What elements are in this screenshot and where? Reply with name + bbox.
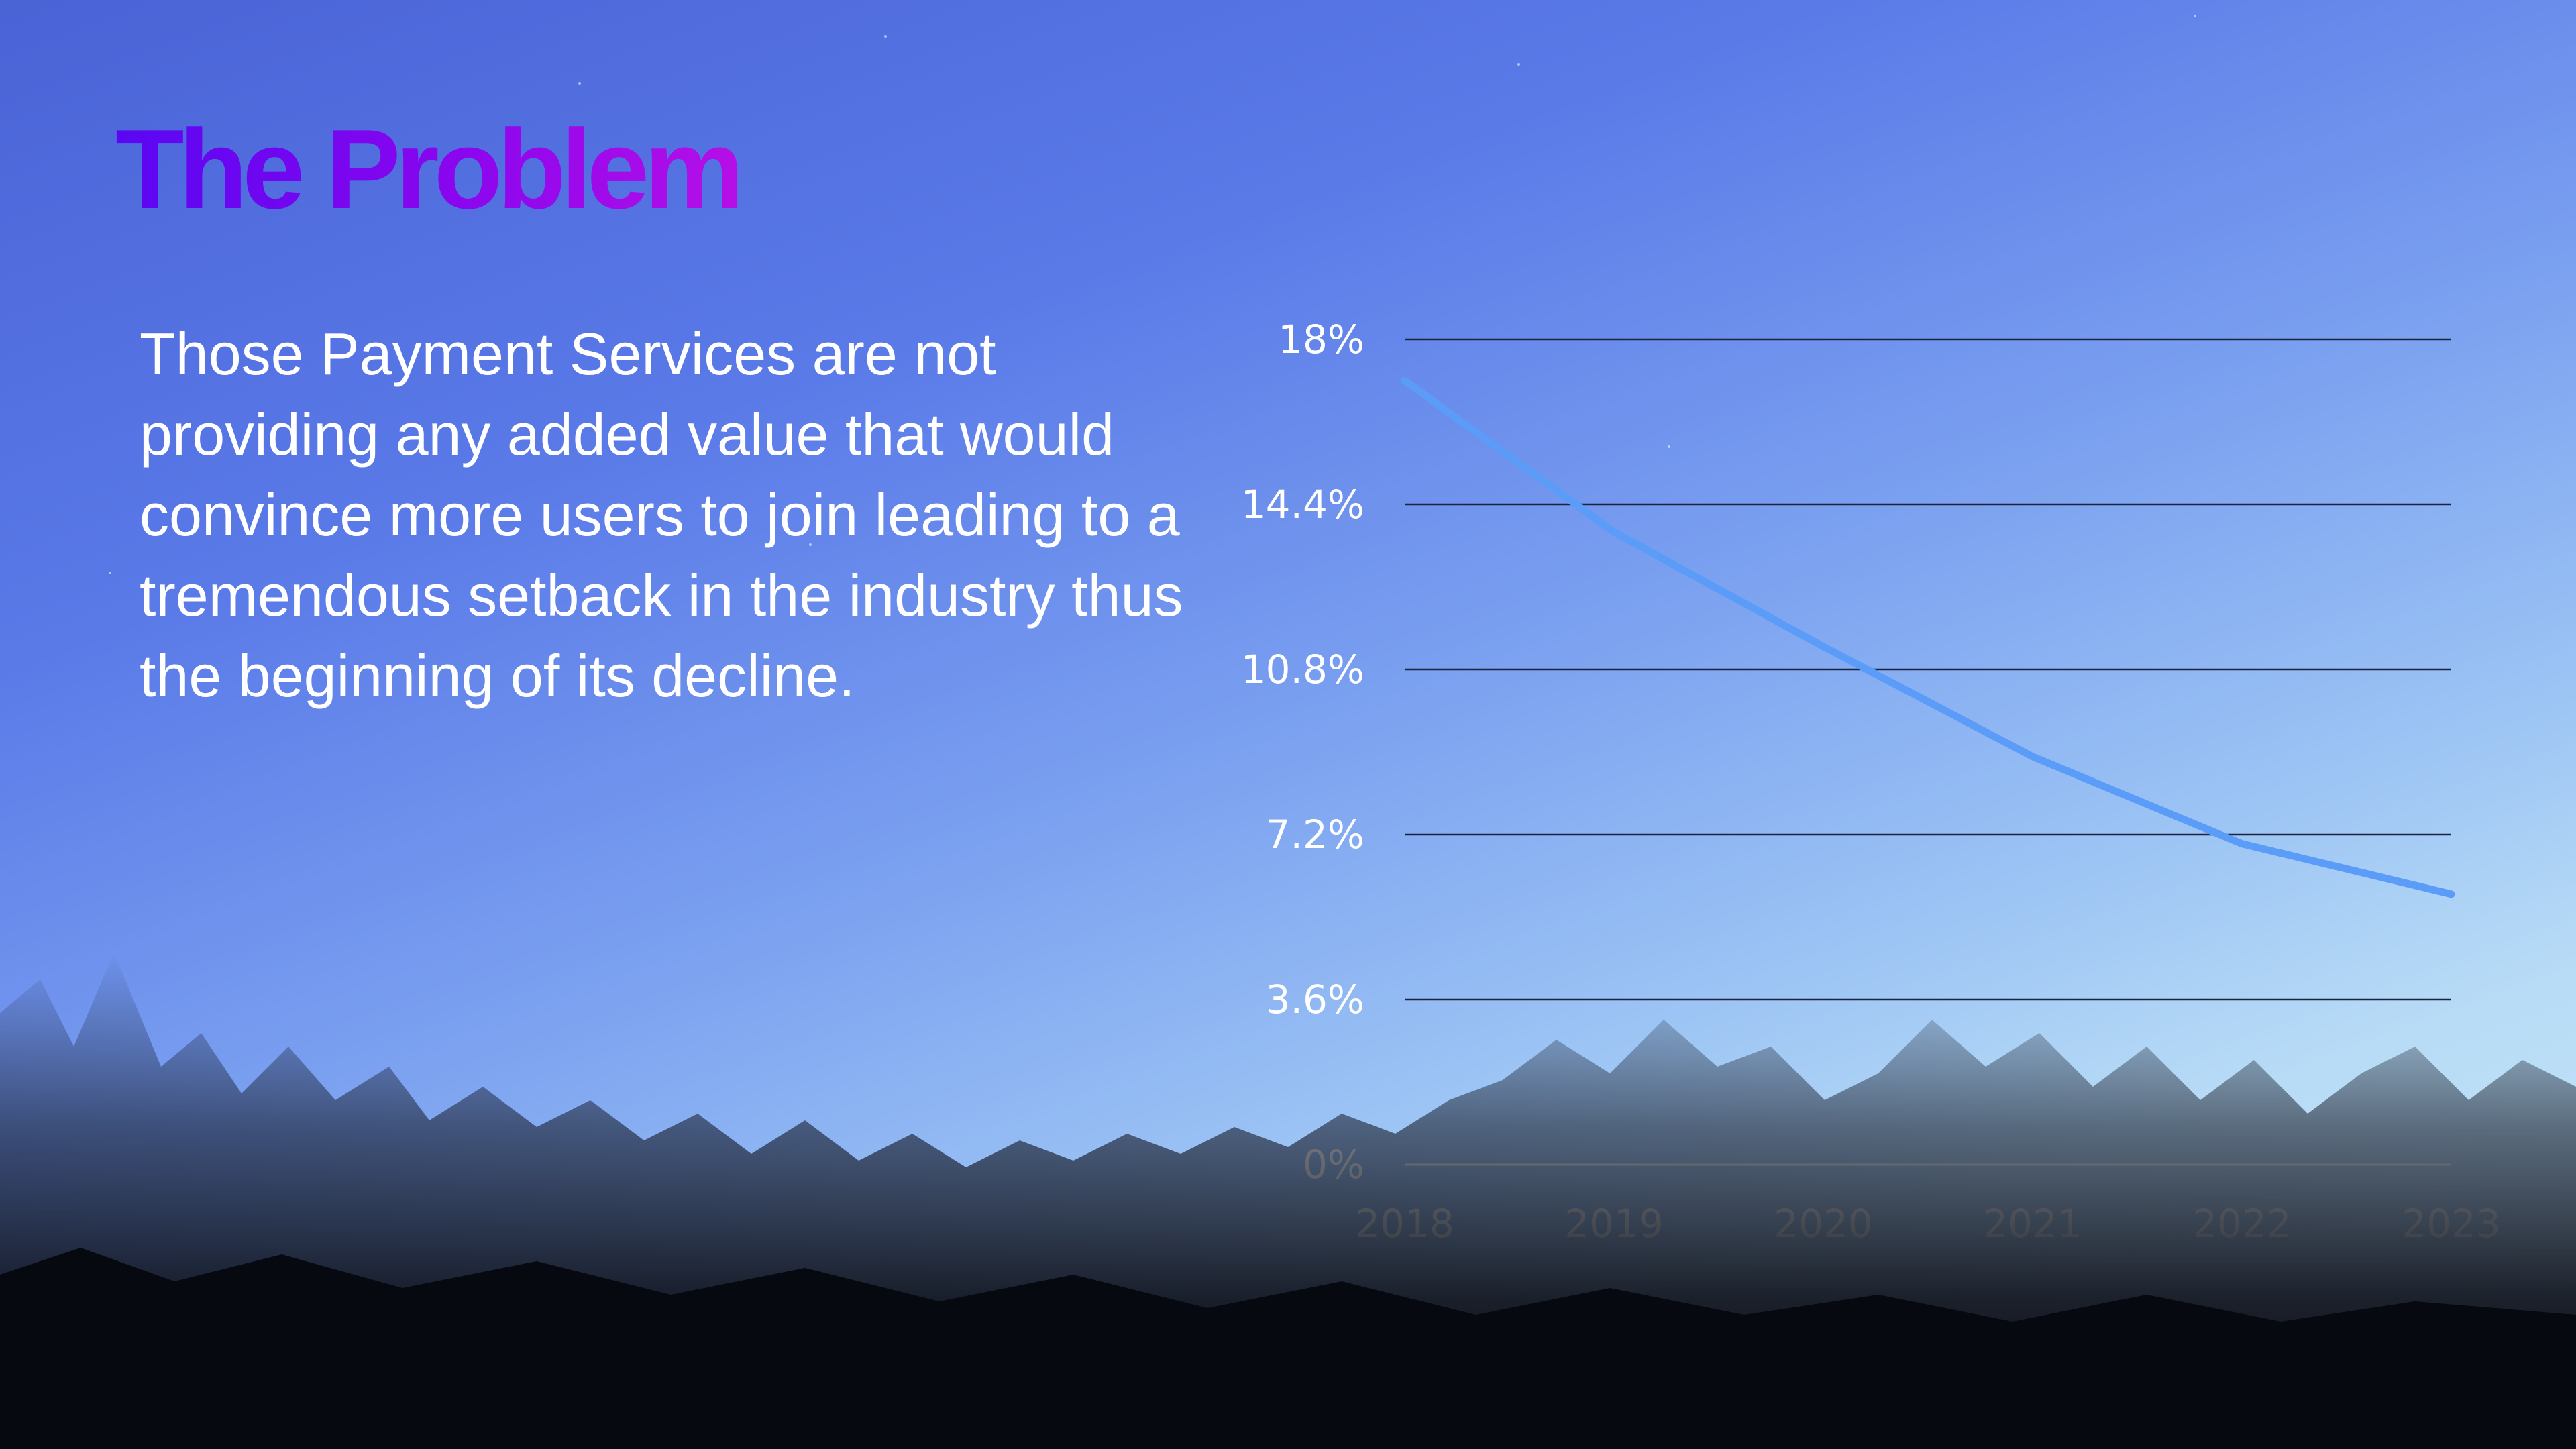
tree-silhouette-foreground [0,953,2576,1449]
star [809,543,812,546]
data-point [1404,380,1405,382]
star [1668,445,1670,448]
slide-title: The Problem [115,106,745,232]
data-point [1613,531,1615,533]
star [2194,15,2196,17]
star [109,572,111,574]
slide-body-text: Those Payment Services are not providing… [140,321,1183,709]
star [1517,63,1520,66]
data-point [1823,645,1824,647]
chart-series [1401,377,2455,898]
data-point [2451,893,2452,895]
y-tick-label: 18% [1278,317,1364,362]
y-tick-label: 14.4% [1241,482,1364,527]
y-tick-label: 3.6% [1266,977,1364,1022]
y-tick-label: 10.8% [1241,647,1364,692]
data-point [2032,755,2033,757]
star [884,35,887,38]
data-point [2241,843,2243,845]
y-tick-label: 7.2% [1266,812,1364,857]
star [578,82,581,85]
series-line [1401,377,2455,898]
